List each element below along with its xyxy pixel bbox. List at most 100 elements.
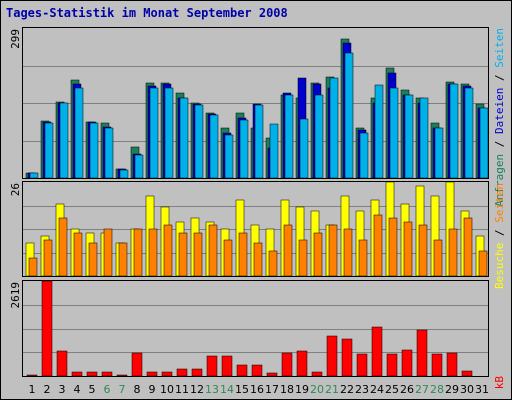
kbytes-bar-11 <box>176 368 188 377</box>
traffic-bar-seiten-17 <box>269 123 279 179</box>
visits-bar-seiten-11 <box>178 232 188 277</box>
visits-bar-seiten-21 <box>328 224 338 277</box>
traffic-bar-seiten-18 <box>284 94 294 179</box>
traffic-bar-seiten-22 <box>344 52 354 179</box>
visits-bar-seiten-22 <box>343 228 353 277</box>
visits-bar-seiten-1 <box>28 257 38 277</box>
side-label-separator: / <box>493 68 506 88</box>
day-label-10: 10 <box>160 383 174 396</box>
visits-bar-seiten-17 <box>268 250 278 277</box>
day-label-20: 20 <box>310 383 324 396</box>
traffic-bar-seiten-20 <box>314 94 324 179</box>
kbytes-bar-25 <box>386 353 398 377</box>
day-label-18: 18 <box>280 383 294 396</box>
traffic-bar-seiten-28 <box>434 127 444 179</box>
traffic-bar-seiten-27 <box>419 97 429 179</box>
day-label-4: 4 <box>74 383 81 396</box>
day-label-5: 5 <box>89 383 96 396</box>
day-labels: 1 2 3 4 5 6 7 8 9 10 11 12 13 14 15 16 17 18 19 20 21 22 23 24 2… <box>29 383 490 396</box>
visits-bar-seiten-26 <box>403 221 413 277</box>
kbytes-bar-9 <box>146 371 158 377</box>
bar-marks <box>25 38 489 377</box>
kbytes-bar-26 <box>401 349 413 377</box>
traffic-bar-seiten-16 <box>254 104 264 179</box>
visits-bar-seiten-25 <box>388 217 398 277</box>
visits-bar-seiten-12 <box>193 232 203 277</box>
visits-bar-seiten-18 <box>283 224 293 277</box>
visits-bar-seiten-19 <box>298 239 308 277</box>
side-label-traffic: Anfragen / Dateien / Seiten <box>493 28 506 207</box>
traffic-bar-seiten-2 <box>44 122 54 179</box>
axis-max-labels: 299 26 2619 <box>9 29 22 309</box>
day-label-30: 30 <box>460 383 474 396</box>
traffic-bar-seiten-26 <box>404 94 414 179</box>
traffic-bar-seiten-8 <box>134 154 144 179</box>
kbytes-bar-2 <box>41 280 53 377</box>
side-label-part: kB <box>493 376 506 390</box>
visits-bar-seiten-16 <box>253 242 263 277</box>
traffic-bar-seiten-29 <box>449 83 459 179</box>
day-label-7: 7 <box>119 383 126 396</box>
day-label-8: 8 <box>134 383 141 396</box>
day-label-9: 9 <box>149 383 156 396</box>
day-label-26: 26 <box>400 383 414 396</box>
side-label-kbytes: kB <box>493 376 506 390</box>
kbytes-bar-4 <box>71 371 83 377</box>
day-label-19: 19 <box>295 383 309 396</box>
visits-bar-seiten-30 <box>463 217 473 277</box>
traffic-bar-seiten-4 <box>74 87 84 179</box>
traffic-bar-seiten-1 <box>29 172 39 179</box>
traffic-bar-seiten-21 <box>329 77 339 179</box>
visits-bar-seiten-4 <box>73 232 83 277</box>
traffic-bar-seiten-10 <box>164 87 174 179</box>
traffic-bar-seiten-7 <box>119 169 129 179</box>
traffic-bar-seiten-19 <box>299 118 309 179</box>
traffic-bar-seiten-9 <box>149 87 159 179</box>
day-label-17: 17 <box>265 383 279 396</box>
kbytes-bar-21 <box>326 335 338 377</box>
day-label-31: 31 <box>475 383 489 396</box>
day-label-6: 6 <box>104 383 111 396</box>
kbytes-bar-14 <box>221 355 233 377</box>
day-label-16: 16 <box>250 383 264 396</box>
traffic-bar-seiten-24 <box>374 84 384 179</box>
visits-bar-seiten-14 <box>223 239 233 277</box>
visits-bar-seiten-10 <box>163 224 173 277</box>
kbytes-bar-15 <box>236 364 248 377</box>
side-label-part: Seiten <box>493 183 506 223</box>
visits-bar-seiten-27 <box>418 224 428 277</box>
visits-bar-seiten-20 <box>313 232 323 277</box>
day-label-1: 1 <box>29 383 36 396</box>
visits-bar-seiten-15 <box>238 232 248 277</box>
kbytes-bar-17 <box>266 372 278 377</box>
visits-bar-seiten-2 <box>43 239 53 277</box>
traffic-bar-seiten-3 <box>59 102 69 179</box>
side-label-part: Anfragen <box>493 154 506 207</box>
visits-bar-seiten-28 <box>433 239 443 277</box>
kbytes-bar-6 <box>101 371 113 377</box>
day-label-12: 12 <box>190 383 204 396</box>
day-label-23: 23 <box>355 383 369 396</box>
kbytes-bar-16 <box>251 364 263 377</box>
kbytes-bar-27 <box>416 329 428 377</box>
side-label-separator: / <box>493 223 506 243</box>
traffic-bar-seiten-31 <box>479 107 489 179</box>
day-label-29: 29 <box>445 383 459 396</box>
visits-bar-seiten-31 <box>478 250 488 277</box>
traffic-bar-seiten-23 <box>359 132 369 179</box>
kbytes-bar-24 <box>371 326 383 377</box>
traffic-bar-seiten-13 <box>209 114 219 179</box>
kbytes-bar-19 <box>296 350 308 377</box>
traffic-bar-seiten-30 <box>464 87 474 179</box>
side-label-visits: Besuche / Seiten <box>493 183 506 289</box>
side-label-part: Dateien <box>493 88 506 134</box>
visits-bar-seiten-6 <box>103 228 113 277</box>
traffic-bar-seiten-6 <box>104 127 114 179</box>
kbytes-bar-22 <box>341 338 353 377</box>
kbytes-bar-10 <box>161 371 173 377</box>
day-label-3: 3 <box>59 383 66 396</box>
visits-bar-seiten-3 <box>58 217 68 277</box>
side-label-separator: / <box>493 134 506 154</box>
